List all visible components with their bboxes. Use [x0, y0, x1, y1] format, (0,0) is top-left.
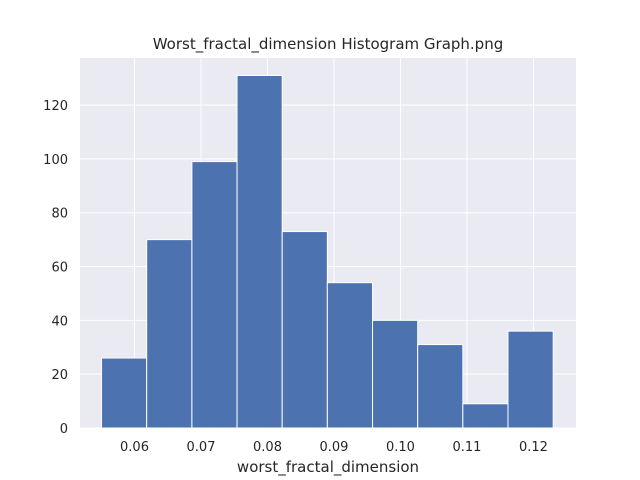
x-tick-label-3: 0.09 — [320, 440, 349, 455]
x-tick-label-5: 0.11 — [452, 440, 481, 455]
y-tick-label-4: 80 — [51, 207, 68, 222]
x-tick-label-1: 0.07 — [187, 440, 216, 455]
x-tick-label-0: 0.06 — [120, 440, 149, 455]
chart-title: Worst_fractal_dimension Histogram Graph.… — [153, 35, 504, 54]
histogram-bar-6 — [372, 319, 419, 429]
histogram-bar-0 — [101, 357, 148, 429]
histogram-bar-4 — [281, 231, 328, 429]
y-tick-label-3: 60 — [51, 261, 68, 276]
histogram-bar-5 — [326, 282, 374, 429]
histogram-bar-3 — [236, 74, 283, 429]
y-tick-label-2: 40 — [51, 314, 68, 329]
histogram-bar-2 — [191, 161, 238, 429]
histogram-bar-7 — [417, 344, 464, 429]
y-tick-label-1: 20 — [51, 368, 68, 383]
y-tick-label-6: 120 — [43, 99, 68, 114]
x-axis-label: worst_fractal_dimension — [237, 458, 419, 477]
histogram-bar-8 — [462, 403, 509, 429]
x-tick-label-2: 0.08 — [253, 440, 282, 455]
y-tick-label-0: 0 — [60, 422, 68, 437]
x-tick-label-4: 0.10 — [386, 440, 415, 455]
x-axis-ticks: 0.06 0.07 0.08 0.09 0.10 0.11 0.12 — [120, 440, 548, 455]
histogram-bars — [101, 74, 554, 429]
y-axis-ticks: 0 20 40 60 80 100 120 — [43, 99, 68, 437]
histogram-bar-1 — [146, 239, 193, 429]
y-tick-label-5: 100 — [43, 153, 68, 168]
histogram-bar-9 — [507, 330, 554, 429]
x-tick-label-6: 0.12 — [519, 440, 548, 455]
